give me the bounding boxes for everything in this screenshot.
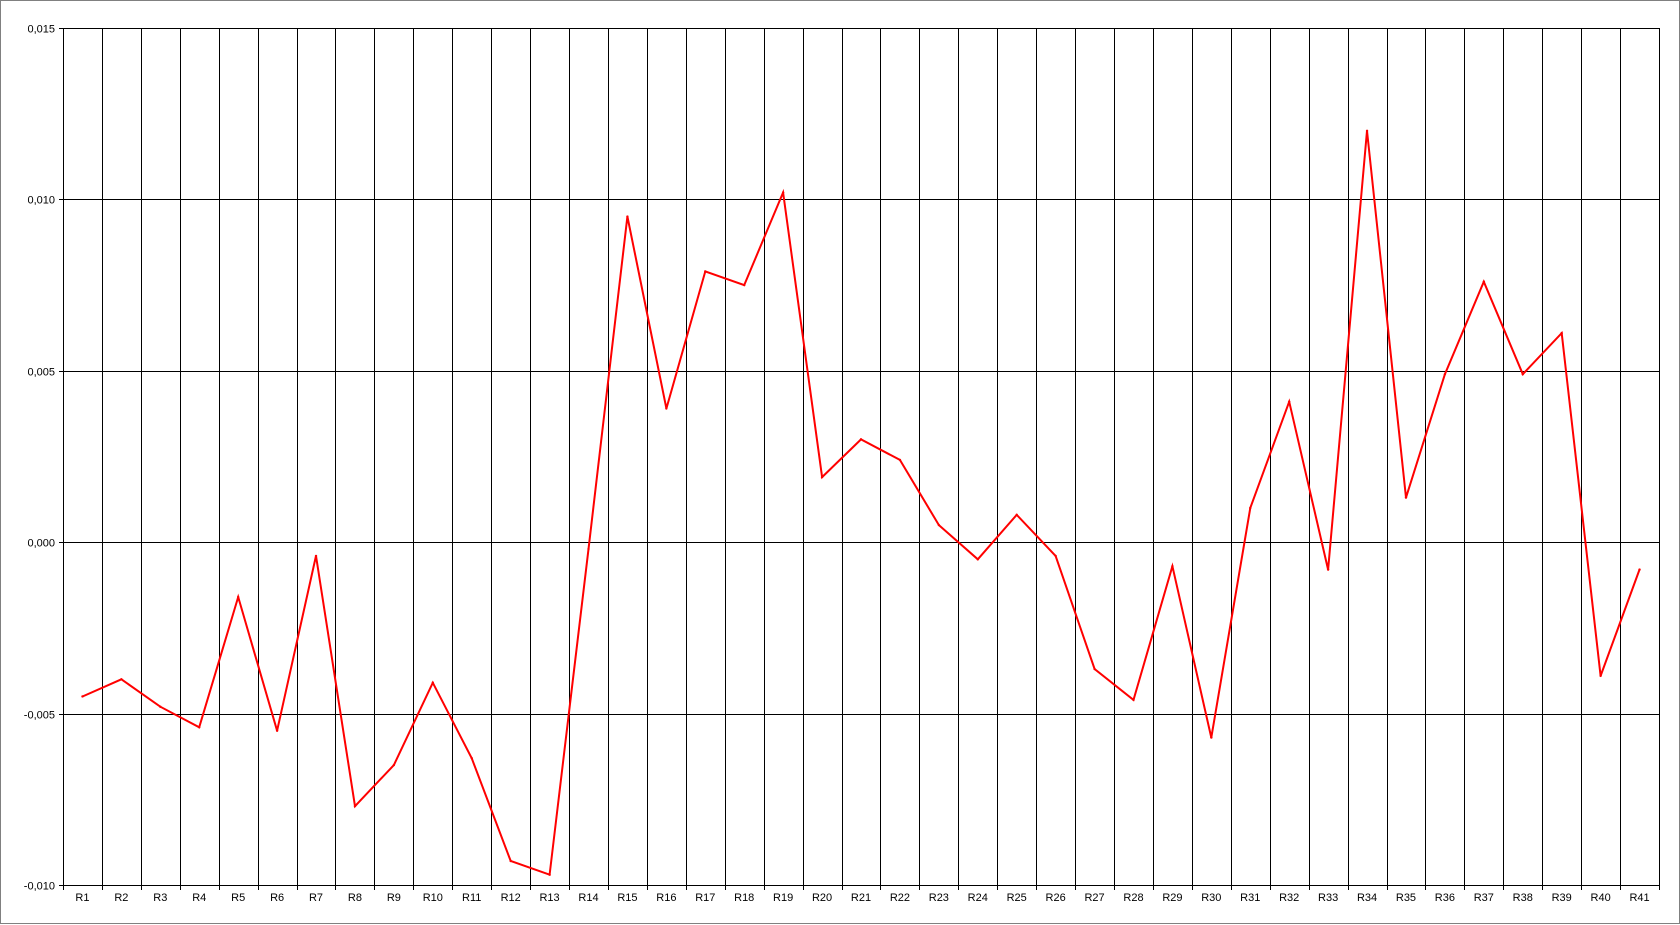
x-tick-label: R7 [309,892,323,904]
data-point [1482,280,1486,283]
x-tick-label: R19 [773,892,793,904]
data-point [275,729,279,732]
data-point [781,191,785,194]
x-tick-label: R33 [1318,892,1338,904]
x-tick-label: R25 [1007,892,1027,904]
data-point [470,756,473,760]
data-point [1443,373,1447,376]
x-tick-label: R27 [1084,892,1104,904]
y-tick-label: 0,015 [27,24,55,36]
grid-layer [63,28,1659,886]
data-point [665,407,668,410]
label-layer: -0,010 -0,005 0,000 0,005 0,010 0,015 R1 R2 R3 R4… [24,24,1650,905]
data-point [1093,667,1096,671]
series-layer [81,129,1641,877]
x-tick-label: R3 [153,892,167,904]
x-tick-label: R20 [812,892,832,904]
data-point [704,270,707,273]
x-tick-label: R22 [890,892,910,904]
data-point [976,558,979,561]
x-tick-label: R11 [462,892,481,904]
x-tick-label: R26 [1046,892,1066,904]
data-point [1560,331,1563,335]
data-point [1365,129,1369,133]
x-tick-label: R16 [656,892,676,904]
data-point [626,215,629,218]
x-tick-label: R1 [75,892,89,904]
data-point [1326,568,1330,571]
data-point [1599,674,1602,678]
data-point [314,554,318,558]
data-point [1210,736,1213,739]
x-tick-label: R2 [114,892,128,904]
x-tick-label: R8 [348,892,362,904]
x-tick-label: R10 [423,892,443,904]
x-tick-label: R24 [968,892,988,904]
data-point [743,283,746,287]
x-tick-label: R34 [1357,892,1377,904]
plot-border [63,28,1660,886]
data-point [120,678,123,681]
y-tick-label: -0,005 [24,710,55,722]
x-tick-label: R41 [1629,892,1649,904]
data-point [1171,564,1174,568]
data-point [392,763,396,767]
data-point [548,873,551,876]
y-tick-label: 0,010 [27,195,55,207]
data-point [1287,400,1291,403]
data-point [81,695,84,698]
x-tick-label: R18 [734,892,754,904]
x-tick-label: R38 [1513,892,1533,904]
x-tick-label: R30 [1201,892,1221,904]
data-point [1132,698,1135,702]
x-tick-label: R32 [1279,892,1299,904]
y-tick-label: 0,000 [27,538,55,550]
x-tick-label: R23 [929,892,949,904]
data-point [198,726,201,729]
data-point [509,859,512,863]
data-point [1249,506,1252,510]
x-tick-label: R40 [1591,892,1611,904]
x-tick-label: R36 [1435,892,1455,904]
data-point [431,681,435,684]
x-tick-label: R37 [1474,892,1494,904]
x-tick-label: R31 [1240,892,1260,904]
data-point [1015,513,1018,516]
data-point [1404,496,1408,499]
x-tick-label: R21 [851,892,871,904]
x-tick-label: R14 [578,892,598,904]
data-point [159,705,162,708]
data-point [859,438,863,441]
data-point [236,595,240,599]
data-point [1054,554,1057,558]
x-tick-label: R15 [617,892,637,904]
x-tick-label: R4 [192,892,206,904]
data-point [1521,373,1524,376]
x-tick-label: R6 [270,892,284,904]
data-point [820,475,824,479]
x-tick-label: R39 [1552,892,1572,904]
data-point [587,547,590,551]
x-tick-label: R13 [539,892,559,904]
y-tick-label: 0,005 [27,367,55,379]
x-tick-label: R17 [695,892,715,904]
x-tick-label: R29 [1162,892,1182,904]
x-tick-label: R5 [231,892,245,904]
y-tick-label: -0,010 [24,881,55,893]
axis-layer [59,28,1660,890]
data-point [898,458,902,462]
x-tick-label: R9 [387,892,401,904]
data-point [1638,568,1641,571]
data-point [937,523,941,527]
x-tick-label: R12 [501,892,521,904]
data-point [353,804,357,808]
x-tick-label: R35 [1396,892,1416,904]
x-tick-label: R28 [1123,892,1143,904]
plot-area [63,28,1659,885]
